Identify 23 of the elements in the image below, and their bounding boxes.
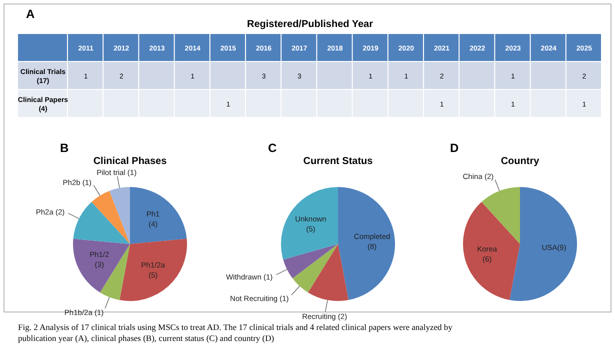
pie-slice: [73, 238, 130, 292]
pie-slice: [308, 244, 348, 301]
text: D: [450, 141, 459, 155]
pie-slice: [283, 244, 338, 278]
text: B: [60, 141, 69, 155]
chart-title: Registered/Published Year: [247, 19, 374, 30]
chart-title: Country: [500, 156, 540, 167]
pie-slice: [120, 238, 187, 301]
pie-slice: [281, 187, 338, 260]
pie-slice: [73, 202, 130, 244]
pie-slice: [338, 187, 395, 300]
text: C: [268, 141, 277, 155]
text: A: [26, 7, 35, 21]
pie-slice: [109, 187, 130, 244]
chart-title: Current Status: [303, 156, 374, 167]
caption: Fig. 2 Analysis of 17 clinical trials using MSCs to treat AD. The 17 clinical trials and 4 related clinical papers were analyzed by publication year (A), clinical phases (B), current status (C) and country (D): [18, 322, 454, 343]
pie-slice: [510, 187, 577, 301]
pie-slice: [482, 187, 520, 244]
pie-slice: [92, 190, 130, 244]
pie-slice: [292, 244, 338, 292]
pie-slice: [130, 187, 187, 244]
chart-title: Clinical Phases: [93, 156, 168, 167]
pie-slice: [463, 202, 520, 300]
